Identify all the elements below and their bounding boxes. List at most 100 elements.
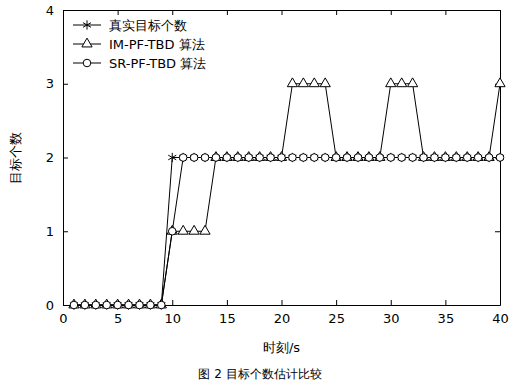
tick-label: 15	[219, 311, 236, 326]
tick-mark	[172, 300, 173, 305]
marker	[343, 154, 351, 162]
marker	[212, 154, 220, 162]
marker	[158, 301, 166, 309]
tick-mark	[336, 300, 337, 305]
marker	[365, 154, 373, 162]
tick	[336, 10, 337, 15]
tick	[63, 10, 64, 15]
marker	[473, 152, 483, 161]
tick	[495, 10, 500, 11]
marker	[288, 153, 296, 162]
marker	[484, 152, 494, 161]
marker	[442, 154, 450, 162]
tick-label: 25	[328, 311, 345, 326]
tick-mark	[63, 305, 68, 306]
tick-mark	[172, 10, 173, 15]
tick-mark	[63, 84, 68, 85]
marker	[179, 153, 187, 162]
marker	[256, 154, 264, 162]
tick	[282, 10, 283, 15]
legend-marker	[83, 59, 91, 67]
tick-label: 3	[46, 76, 54, 91]
tick: 3	[46, 76, 68, 91]
tick-label: 35	[438, 311, 455, 326]
marker	[463, 154, 471, 162]
legend-label: IM-PF-TBD 算法	[109, 37, 205, 52]
marker	[289, 154, 297, 162]
legend-marker	[83, 20, 91, 29]
marker	[398, 153, 406, 162]
plot: 051015202530354001234真实目标个数IM-PF-TBD 算法S…	[46, 3, 509, 327]
series-line	[74, 84, 500, 305]
x-axis-title: 时刻/s	[263, 340, 300, 355]
marker	[136, 301, 144, 309]
tick-mark	[391, 10, 392, 15]
marker	[462, 152, 472, 161]
tick: 10	[164, 300, 181, 326]
y-axis-title: 目标个数	[8, 132, 23, 184]
marker	[245, 154, 253, 162]
marker	[420, 154, 428, 162]
marker	[201, 154, 209, 162]
x-axis-top	[64, 10, 501, 15]
marker	[145, 299, 155, 308]
marker	[387, 154, 395, 162]
legend-label: SR-PF-TBD 算法	[109, 56, 206, 71]
marker	[375, 152, 385, 161]
marker	[168, 153, 176, 162]
marker	[299, 153, 307, 162]
marker	[321, 154, 329, 162]
marker	[147, 301, 155, 309]
legend-label: 真实目标个数	[109, 18, 187, 33]
marker	[222, 152, 232, 161]
marker	[267, 154, 275, 162]
tick: 5	[114, 300, 122, 326]
marker	[69, 299, 79, 308]
chart: 051015202530354001234真实目标个数IM-PF-TBD 算法S…	[0, 0, 520, 390]
marker	[496, 153, 504, 162]
marker	[168, 227, 176, 235]
marker	[300, 154, 308, 162]
tick-label: 0	[59, 311, 67, 326]
marker	[376, 154, 384, 162]
tick-label: 40	[492, 311, 509, 326]
marker	[156, 299, 166, 308]
tick: 25	[328, 300, 345, 326]
tick: 15	[219, 300, 236, 326]
marker	[431, 154, 439, 162]
marker	[102, 299, 112, 308]
marker	[332, 154, 340, 162]
marker	[113, 299, 123, 308]
marker	[495, 78, 505, 87]
series-line	[74, 158, 500, 306]
marker	[80, 299, 90, 308]
marker	[474, 154, 482, 162]
marker	[451, 152, 461, 161]
tick-mark	[282, 10, 283, 15]
tick-mark	[282, 300, 283, 305]
tick: 30	[383, 300, 400, 326]
tick-label: 2	[46, 150, 54, 165]
marker	[125, 301, 133, 309]
marker	[397, 78, 407, 87]
tick	[495, 305, 500, 306]
tick-mark	[63, 158, 68, 159]
marker	[167, 225, 177, 234]
marker	[211, 152, 221, 161]
marker	[321, 153, 329, 162]
marker	[200, 225, 210, 234]
marker	[331, 152, 341, 161]
marker	[320, 78, 330, 87]
tick: 1	[46, 224, 68, 239]
tick-label: 4	[46, 3, 54, 18]
tick-mark	[495, 305, 500, 306]
tick: 0	[46, 298, 68, 313]
marker	[342, 152, 352, 161]
marker	[485, 154, 493, 162]
tick-label: 30	[383, 311, 400, 326]
marker	[189, 225, 199, 234]
tick	[118, 10, 119, 15]
marker	[386, 78, 396, 87]
marker	[190, 153, 198, 162]
marker	[364, 152, 374, 161]
